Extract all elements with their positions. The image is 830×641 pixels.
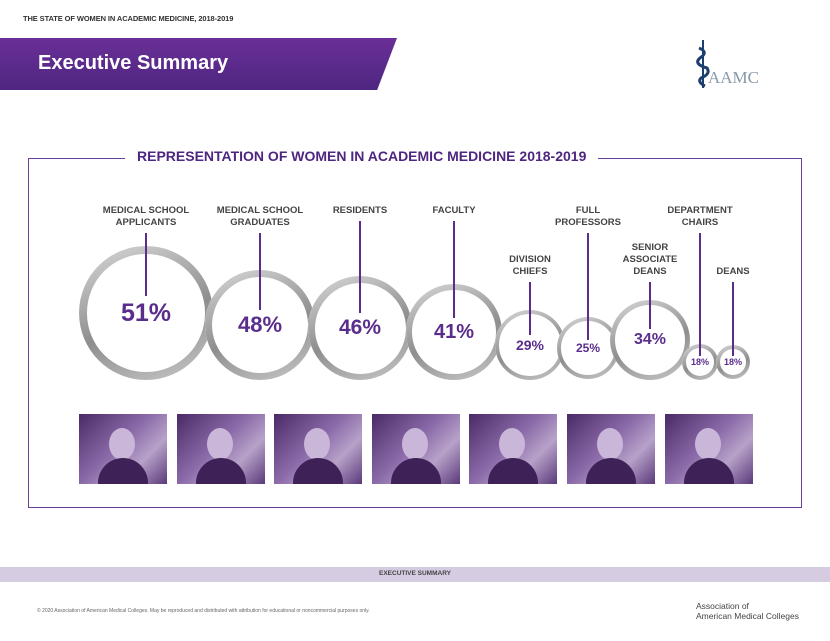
connector-line — [732, 282, 734, 356]
circle-label: MEDICAL SCHOOL APPLICANTS — [103, 205, 189, 229]
document-title: THE STATE OF WOMEN IN ACADEMIC MEDICINE,… — [23, 14, 234, 23]
photo-dean — [665, 414, 753, 484]
label-line: MEDICAL SCHOOL — [102, 205, 190, 216]
percentage-value: 18% — [723, 357, 742, 367]
copyright: © 2020 Association of American Medical C… — [37, 608, 370, 614]
label-line: APPLICANTS — [115, 217, 177, 228]
percentage-value: 46% — [338, 316, 382, 339]
percentage-value: 41% — [433, 320, 475, 343]
connector-line — [699, 233, 701, 356]
footer-band — [0, 567, 830, 582]
chart-title: REPRESENTATION OF WOMEN IN ACADEMIC MEDI… — [125, 148, 599, 164]
label-line: DEANS — [716, 266, 750, 277]
circle-label: DEANS — [716, 266, 749, 278]
photo-applicant — [79, 414, 167, 484]
photo-faculty — [372, 414, 460, 484]
photo-professor — [567, 414, 655, 484]
percentage-circle: 25% — [557, 317, 619, 379]
label-line: FACULTY — [432, 205, 476, 216]
label-line: SENIOR — [631, 242, 669, 253]
connector-line — [649, 282, 651, 329]
connector-line — [453, 221, 455, 318]
circle-label: FULL PROFESSORS — [555, 205, 621, 229]
percentage-circle: 18% — [682, 344, 718, 380]
photo-chief — [469, 414, 557, 484]
label-line: DEANS — [633, 266, 667, 277]
percentage-value: 51% — [120, 298, 172, 327]
circle-label: RESIDENTS — [333, 205, 387, 217]
label-line: FULL — [575, 205, 601, 216]
connector-line — [145, 233, 147, 296]
circle-label: FACULTY — [432, 205, 475, 217]
circle-label: DEPARTMENT CHAIRS — [667, 205, 732, 229]
footer-band-label: EXECUTIVE SUMMARY — [379, 570, 451, 577]
percentage-value: 48% — [237, 312, 283, 337]
label-line: DEPARTMENT — [667, 205, 733, 216]
label-line: PROFESSORS — [555, 217, 621, 228]
percentage-value: 29% — [515, 337, 545, 353]
banner-title: Executive Summary — [38, 52, 229, 74]
circle-label: DIVISION CHIEFS — [509, 254, 551, 278]
label-line: GRADUATES — [230, 217, 290, 228]
org-line-1: Association of — [696, 601, 749, 611]
label-line: RESIDENTS — [332, 205, 388, 216]
label-line: MEDICAL SCHOOL — [216, 205, 304, 216]
percentage-circle: 51% — [79, 246, 213, 380]
label-line: CHIEFS — [512, 266, 548, 277]
photo-graduates — [177, 414, 265, 484]
percentage-value: 25% — [575, 341, 601, 355]
percentage-value: 34% — [633, 331, 667, 348]
label-line: DIVISION — [509, 254, 551, 265]
circle-label: SENIOR ASSOCIATE DEANS — [623, 242, 678, 278]
logo-text: AAMC — [708, 68, 760, 87]
aamc-logo-icon — [696, 40, 710, 88]
org-name: Association of American Medical Colleges — [696, 601, 799, 621]
org-line-2: American Medical Colleges — [696, 611, 799, 621]
connector-line — [359, 221, 361, 314]
banner — [0, 38, 397, 90]
circle-label: MEDICAL SCHOOL GRADUATES — [217, 205, 303, 229]
connector-line — [529, 282, 531, 336]
photo-resident — [274, 414, 362, 484]
connector-line — [259, 233, 261, 310]
connector-line — [587, 233, 589, 340]
label-line: ASSOCIATE — [622, 254, 678, 265]
percentage-value: 18% — [690, 357, 709, 367]
label-line: CHAIRS — [681, 217, 719, 228]
